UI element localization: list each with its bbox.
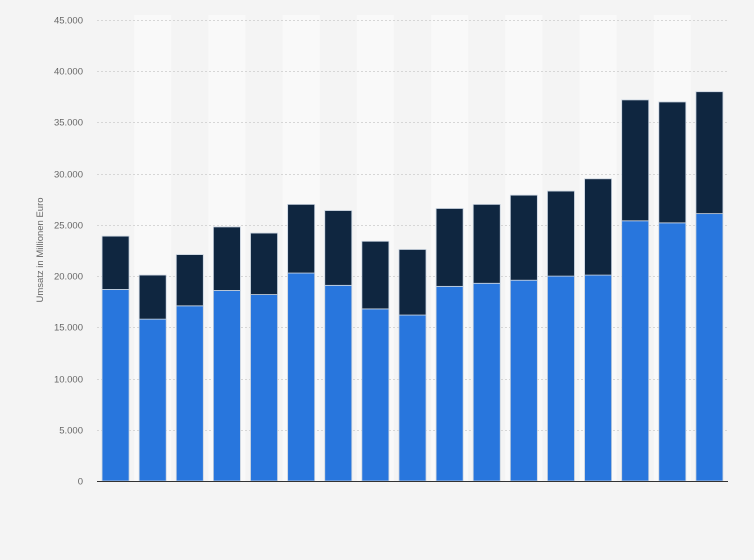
bar-segment-series-2[interactable]: [621, 99, 650, 222]
bar-segment-series-1[interactable]: [175, 305, 204, 482]
y-tick-label: 45.000: [54, 16, 83, 27]
bars: [101, 91, 724, 482]
bar-segment-series-2[interactable]: [361, 240, 390, 310]
bar-segment-series-2[interactable]: [101, 235, 130, 290]
bar-segment-series-1[interactable]: [101, 289, 130, 482]
bar-segment-series-2[interactable]: [138, 274, 167, 320]
y-tick-label: 5.000: [59, 426, 83, 437]
bar-segment-series-1[interactable]: [435, 285, 464, 482]
bar-segment-series-2[interactable]: [658, 101, 687, 224]
bar-segment-series-2[interactable]: [547, 190, 575, 277]
bar-segment-series-2[interactable]: [324, 210, 353, 286]
y-tick-label: 35.000: [54, 118, 83, 129]
bar-segment-series-2[interactable]: [695, 91, 724, 215]
bar-segment-series-1[interactable]: [509, 279, 538, 482]
bar-segment-series-1[interactable]: [398, 314, 427, 482]
bar-segment-series-2[interactable]: [584, 178, 612, 276]
bar-segment-series-1[interactable]: [621, 220, 650, 482]
bar-segment-series-1[interactable]: [547, 275, 575, 482]
y-tick-label: 0: [78, 477, 83, 488]
bar-segment-series-1[interactable]: [472, 282, 501, 482]
y-tick-label: 40.000: [54, 67, 83, 78]
y-axis-label: Umsatz in Millionen Euro: [35, 197, 46, 302]
bar-segment-series-2[interactable]: [435, 208, 464, 287]
bar-segment-series-1[interactable]: [695, 213, 724, 482]
bar-segment-series-1[interactable]: [250, 294, 278, 482]
bar-segment-series-2[interactable]: [175, 254, 204, 307]
bar-segment-series-2[interactable]: [509, 194, 538, 281]
bar-segment-series-2[interactable]: [213, 226, 241, 291]
bar-segment-series-1[interactable]: [658, 222, 687, 482]
bar-segment-series-1[interactable]: [213, 290, 241, 482]
bar-segment-series-1[interactable]: [287, 272, 316, 482]
bar-segment-series-2[interactable]: [472, 203, 501, 284]
bar-segment-series-2[interactable]: [287, 203, 316, 274]
bar-segment-series-2[interactable]: [398, 249, 427, 316]
y-axis-ticks: 0 5.000 10.000 15.000 20.000 25.000 30.000 35.0…: [54, 16, 83, 488]
bar-segment-series-1[interactable]: [584, 274, 612, 482]
y-tick-label: 20.000: [54, 272, 83, 283]
bar-segment-series-2[interactable]: [250, 232, 278, 295]
y-tick-label: 30.000: [54, 170, 83, 181]
bar-segment-series-1[interactable]: [138, 318, 167, 482]
bar-segment-series-1[interactable]: [361, 308, 390, 482]
y-tick-label: 15.000: [54, 323, 83, 334]
y-tick-label: 25.000: [54, 221, 83, 232]
y-tick-label: 10.000: [54, 375, 83, 386]
bar-segment-series-1[interactable]: [324, 284, 353, 482]
